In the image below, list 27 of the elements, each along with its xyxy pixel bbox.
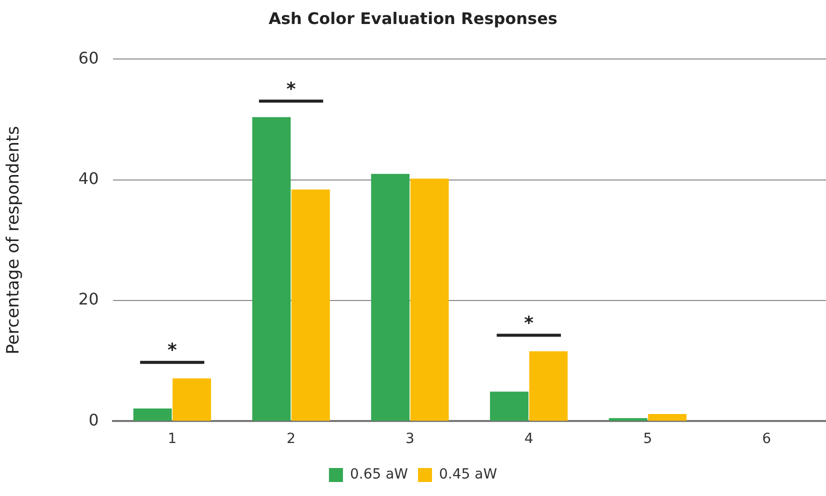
y-tick-label: 60 [78, 48, 99, 68]
x-tick-label: 1 [168, 431, 177, 448]
bar [608, 418, 648, 421]
bar [371, 174, 410, 421]
annotation: * [167, 340, 178, 362]
legend-label: 0.65 aW [350, 466, 408, 483]
bar [252, 117, 291, 421]
bar [529, 351, 568, 421]
y-tick-label: 20 [78, 290, 99, 309]
x-tick-label: 3 [405, 431, 414, 448]
bar [410, 178, 449, 421]
bar [172, 378, 212, 421]
y-tick-label: 40 [78, 169, 99, 188]
chart-title: Ash Color Evaluation Responses [268, 8, 558, 28]
x-tick-label: 5 [643, 431, 652, 448]
bar [291, 190, 330, 421]
x-tick-label: 4 [524, 431, 534, 448]
y-tick-label: 0 [88, 410, 99, 430]
bar [133, 408, 172, 421]
annotation: * [286, 78, 296, 100]
y-axis-title: Percentage of respondents [4, 126, 24, 354]
legend-label: 0.45 aW [439, 466, 498, 483]
x-tick-label: 6 [762, 431, 772, 448]
bar [648, 414, 687, 421]
annotation: * [524, 312, 534, 334]
x-tick-label: 2 [286, 431, 296, 448]
bar [490, 392, 528, 421]
